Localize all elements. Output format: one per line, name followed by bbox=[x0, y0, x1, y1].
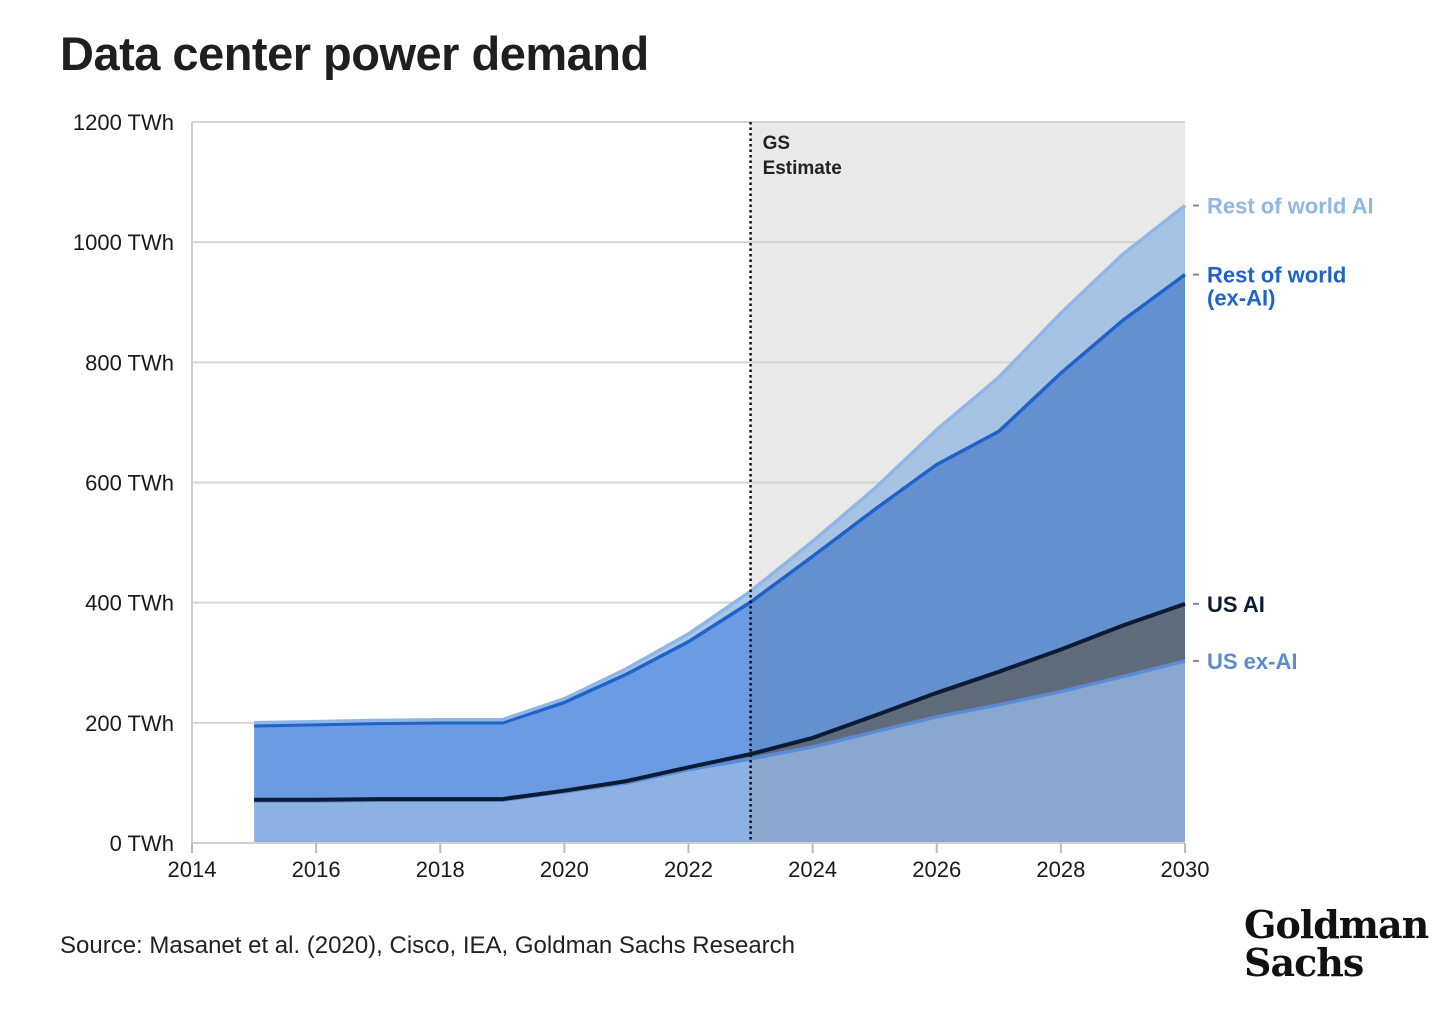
y-tick-label: 800 TWh bbox=[85, 350, 174, 375]
logo-line-2: Sachs bbox=[1244, 940, 1364, 985]
x-tick-label: 2020 bbox=[540, 857, 589, 882]
x-tick-label: 2026 bbox=[912, 857, 961, 882]
x-tick-label: 2016 bbox=[292, 857, 341, 882]
estimate-annotation-line-2: Estimate bbox=[763, 158, 842, 179]
series-label-us-ai: US AI bbox=[1207, 592, 1265, 617]
x-tick-label: 2018 bbox=[416, 857, 465, 882]
rest-of-world-ex-ai-line bbox=[254, 273, 1187, 728]
source-note: Source: Masanet et al. (2020), Cisco, IE… bbox=[60, 932, 796, 959]
y-tick-label: 600 TWh bbox=[85, 471, 174, 496]
y-tick-label: 1200 TWh bbox=[73, 110, 174, 135]
estimate-annotation-line-1: GS bbox=[763, 133, 790, 154]
series-label-rest-of-world-ai: Rest of world AI bbox=[1207, 194, 1374, 219]
chart-title: Data center power demand bbox=[60, 27, 649, 80]
x-tick-label: 2028 bbox=[1036, 857, 1085, 882]
us-ex-ai-area-estimate bbox=[750, 660, 1185, 843]
series-label-us-ex-ai: US ex-AI bbox=[1207, 649, 1297, 674]
x-tick-label: 2030 bbox=[1161, 857, 1210, 882]
rest-of-world-ex-ai-area-estimate bbox=[750, 274, 1185, 755]
y-tick-label: 1000 TWh bbox=[73, 230, 174, 255]
rest-of-world-ai-line bbox=[254, 204, 1187, 725]
x-tick-label: 2022 bbox=[664, 857, 713, 882]
y-tick-label: 400 TWh bbox=[85, 591, 174, 616]
goldman-sachs-logo: Goldman Sachs bbox=[1244, 902, 1429, 985]
series-label-rest-of-world-ex-ai-line-2: (ex-AI) bbox=[1207, 286, 1275, 311]
y-tick-label: 0 TWh bbox=[110, 831, 174, 856]
x-tick-label: 2014 bbox=[168, 857, 217, 882]
y-tick-label: 200 TWh bbox=[85, 711, 174, 736]
us-ai-line bbox=[254, 602, 1186, 802]
series-label-rest-of-world-ex-ai: Rest of world bbox=[1207, 263, 1346, 288]
logo-line-1: Goldman bbox=[1244, 902, 1429, 947]
x-tick-label: 2024 bbox=[788, 857, 837, 882]
